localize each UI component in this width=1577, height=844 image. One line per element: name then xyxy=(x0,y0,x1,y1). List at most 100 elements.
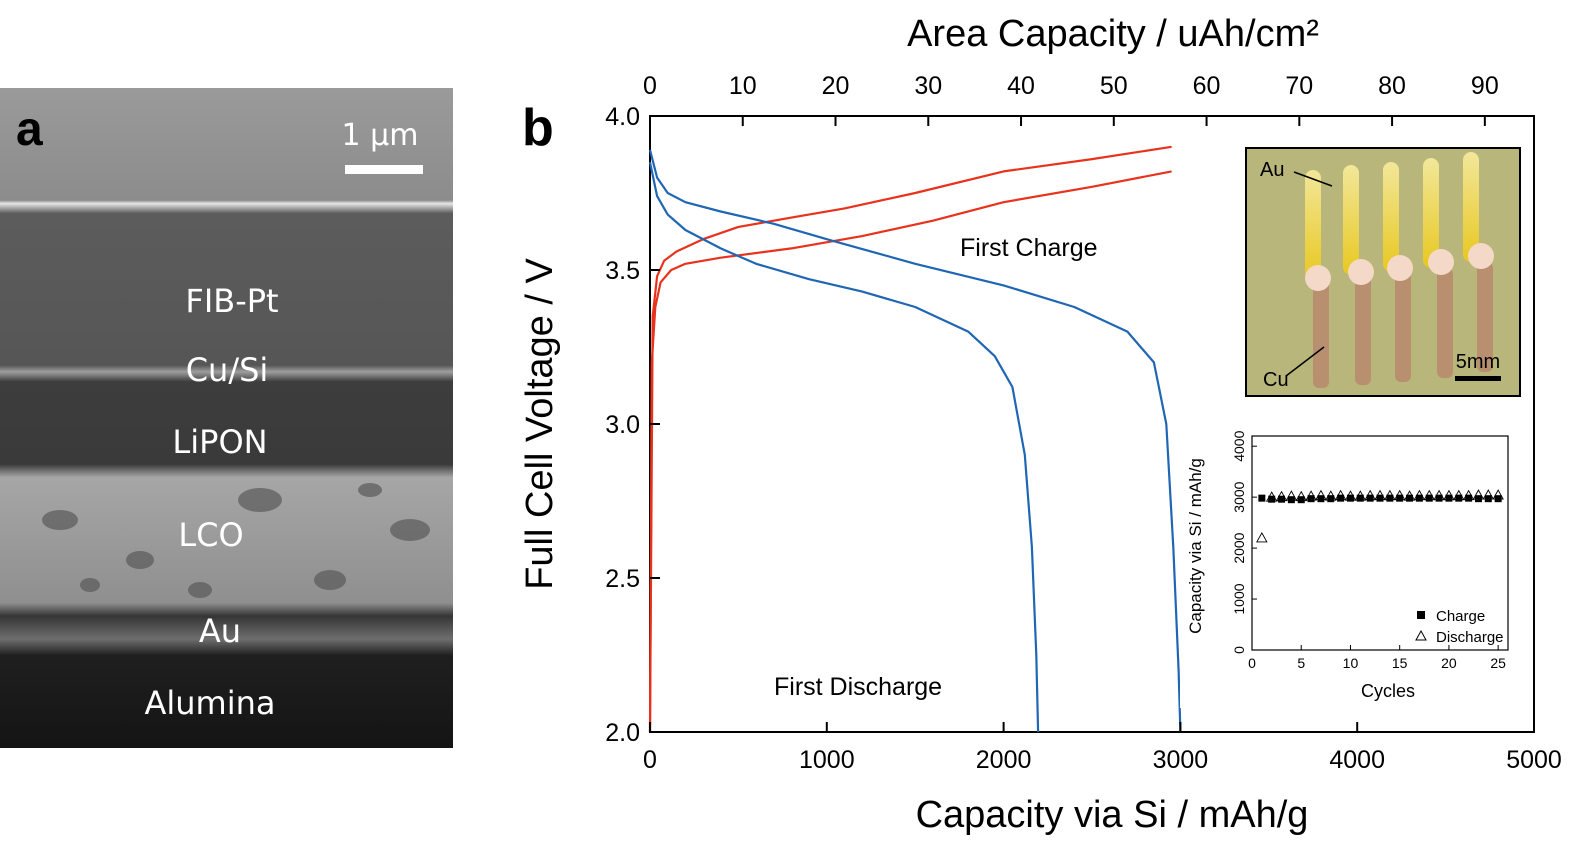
inset-x-tick-label: 25 xyxy=(1490,655,1506,671)
charge-point xyxy=(1297,496,1305,504)
y-tick-label: 4.0 xyxy=(605,103,640,131)
inset-x-tick-label: 20 xyxy=(1441,655,1457,671)
discharge-point xyxy=(1472,489,1485,500)
charge-point xyxy=(1356,494,1364,502)
cell-strips xyxy=(1305,152,1494,388)
discharge-point xyxy=(1423,489,1435,501)
charge-point xyxy=(1376,494,1384,502)
charge-point xyxy=(1258,494,1266,502)
scale-bar-label: 1 µm xyxy=(342,118,419,153)
discharge-point xyxy=(1433,489,1445,501)
top-tick-label: 80 xyxy=(1378,72,1406,100)
charge-point xyxy=(1465,494,1473,502)
panel-b-letter: b xyxy=(522,99,554,157)
top-axis-label: Area Capacity / uAh/cm² xyxy=(907,13,1319,55)
y-tick-label: 3.0 xyxy=(605,411,640,439)
charge-point xyxy=(1268,495,1276,503)
charge-point xyxy=(1346,494,1354,502)
inset-y-tick-label: 0 xyxy=(1231,646,1247,654)
charge-point xyxy=(1337,494,1345,502)
photo-label-au: Au xyxy=(1260,159,1284,181)
discharge-point xyxy=(1315,489,1327,501)
top-tick-label: 60 xyxy=(1193,72,1221,100)
discharge-point xyxy=(1492,489,1504,500)
lco-texture xyxy=(42,483,430,598)
y-axis-label: Full Cell Voltage / V xyxy=(519,258,561,590)
charge-point xyxy=(1386,494,1394,502)
top-tick-label: 20 xyxy=(822,72,850,100)
x-tick-label: 5000 xyxy=(1506,746,1562,774)
inset-x-tick-label: 15 xyxy=(1392,655,1408,671)
inset-frame xyxy=(1251,435,1509,651)
photo-label-cu: Cu xyxy=(1263,369,1289,391)
discharge-point xyxy=(1256,531,1268,543)
discharge-point xyxy=(1482,489,1495,500)
charge-point xyxy=(1327,495,1335,503)
inset-background xyxy=(1180,432,1522,708)
inset-x-axis: 0 5 10 15 20 25 xyxy=(1248,645,1506,671)
scale-bar xyxy=(345,165,423,174)
charge-curve-1 xyxy=(648,145,1172,733)
arrow-cu xyxy=(1285,346,1325,377)
panel-b: b 0 1000 2000 3000 4000 5000 2.02.53.03.54.0 … xyxy=(519,13,1562,836)
inset-y-tick-label: 3000 xyxy=(1231,481,1247,512)
charge-point xyxy=(1366,494,1374,502)
inset-x-label: Cycles xyxy=(1361,681,1415,701)
charge-point xyxy=(1317,495,1325,503)
inset-x-tick-label: 10 xyxy=(1343,655,1359,671)
x-axis-label: Capacity via Si / mAh/g xyxy=(916,794,1309,836)
discharge-point xyxy=(1374,489,1386,501)
x-tick-label: 3000 xyxy=(1153,746,1209,774)
inset-y-tick-label: 4000 xyxy=(1231,430,1247,461)
layer-label-alumina: Alumina xyxy=(144,684,275,722)
discharge-point xyxy=(1285,490,1298,501)
charge-point xyxy=(1445,494,1453,502)
legend-marker-charge xyxy=(1417,611,1425,619)
photo-scale-label: 5mm xyxy=(1456,351,1500,373)
top-tick-label: 40 xyxy=(1007,72,1035,100)
panel-a-letter: a xyxy=(16,103,43,156)
top-axis: 0 10 20 30 40 50 60 70 80 90 xyxy=(643,72,1499,126)
top-tick-label: 70 xyxy=(1285,72,1313,100)
inset-legend: Charge Discharge xyxy=(1415,608,1504,646)
x-tick-label: 4000 xyxy=(1329,746,1385,774)
layer-label-lipon: LiPON xyxy=(172,423,267,461)
charge-point xyxy=(1278,495,1286,503)
discharge-point xyxy=(1393,489,1406,501)
x-tick-label: 0 xyxy=(643,746,657,774)
legend-label-charge: Charge xyxy=(1436,608,1485,625)
top-tick-label: 90 xyxy=(1471,72,1499,100)
sem-image xyxy=(0,88,453,748)
charge-point xyxy=(1415,494,1423,502)
discharge-point xyxy=(1295,490,1307,502)
inset-x-tick-label: 5 xyxy=(1297,655,1305,671)
discharge-point xyxy=(1384,489,1396,501)
discharge-point xyxy=(1453,489,1465,501)
y-tick-label: 2.5 xyxy=(605,565,640,593)
annotation-first-discharge: First Discharge xyxy=(774,673,942,701)
charge-point xyxy=(1435,494,1443,502)
inset-y-axis: 0 1000 2000 3000 4000 xyxy=(1231,430,1257,654)
arrow-au xyxy=(1293,171,1333,187)
discharge-point xyxy=(1354,490,1367,501)
inset-y-tick-label: 2000 xyxy=(1231,532,1247,563)
discharge-point xyxy=(1275,490,1288,502)
discharge-point xyxy=(1265,491,1278,502)
x-tick-label: 1000 xyxy=(799,746,855,774)
y-tick-label: 3.5 xyxy=(605,257,640,285)
top-tick-label: 50 xyxy=(1100,72,1128,100)
x-axis: 0 1000 2000 3000 4000 5000 xyxy=(643,722,1562,774)
layer-label-lco: LCO xyxy=(178,516,243,554)
inset-photo: Au Cu 5mm xyxy=(1245,147,1521,397)
charge-point xyxy=(1396,494,1404,502)
charge-curve-2 xyxy=(648,170,1172,733)
discharge-point xyxy=(1413,489,1426,501)
charge-point xyxy=(1425,494,1433,502)
inset-series-layer xyxy=(1256,489,1504,543)
charge-point xyxy=(1406,494,1414,502)
legend-marker-discharge xyxy=(1415,629,1427,641)
inset-y-tick-label: 1000 xyxy=(1231,583,1247,614)
charge-point xyxy=(1307,495,1315,503)
discharge-point xyxy=(1443,489,1455,501)
